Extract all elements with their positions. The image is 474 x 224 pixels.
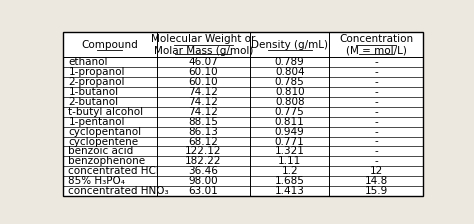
Text: 14.8: 14.8 xyxy=(365,176,388,186)
Text: cyclopentanol: cyclopentanol xyxy=(68,127,142,137)
Text: 0.811: 0.811 xyxy=(275,117,305,127)
Text: 98.00: 98.00 xyxy=(189,176,218,186)
Text: 74.12: 74.12 xyxy=(188,107,218,117)
Text: 63.01: 63.01 xyxy=(189,186,218,196)
Text: -: - xyxy=(374,127,378,137)
Text: 74.12: 74.12 xyxy=(188,87,218,97)
Text: 0.804: 0.804 xyxy=(275,67,304,77)
Text: 0.810: 0.810 xyxy=(275,87,304,97)
Text: 0.771: 0.771 xyxy=(275,136,305,146)
Text: 2-butanol: 2-butanol xyxy=(68,97,118,107)
Text: 1-butanol: 1-butanol xyxy=(68,87,118,97)
Text: 85% H₃PO₄: 85% H₃PO₄ xyxy=(68,176,126,186)
Text: 1.321: 1.321 xyxy=(275,146,305,156)
Text: 60.10: 60.10 xyxy=(189,77,218,87)
Text: 1.2: 1.2 xyxy=(282,166,298,176)
Text: 2-propanol: 2-propanol xyxy=(68,77,125,87)
Text: 0.785: 0.785 xyxy=(275,77,305,87)
Text: 46.07: 46.07 xyxy=(189,57,218,67)
Text: concentrated HCl: concentrated HCl xyxy=(68,166,159,176)
Text: t-butyl alcohol: t-butyl alcohol xyxy=(68,107,144,117)
Text: -: - xyxy=(374,77,378,87)
Text: cyclopentene: cyclopentene xyxy=(68,136,138,146)
Text: ethanol: ethanol xyxy=(68,57,108,67)
Text: benzoic acid: benzoic acid xyxy=(68,146,134,156)
Text: -: - xyxy=(374,156,378,166)
Text: Concentration
(M = mol/L): Concentration (M = mol/L) xyxy=(339,34,413,56)
Text: 74.12: 74.12 xyxy=(188,97,218,107)
Text: 0.949: 0.949 xyxy=(275,127,305,137)
Text: concentrated HNO₃: concentrated HNO₃ xyxy=(68,186,169,196)
Text: 60.10: 60.10 xyxy=(189,67,218,77)
Text: 0.808: 0.808 xyxy=(275,97,304,107)
Text: benzophenone: benzophenone xyxy=(68,156,146,166)
Text: 182.22: 182.22 xyxy=(185,156,221,166)
Text: -: - xyxy=(374,87,378,97)
Text: -: - xyxy=(374,146,378,156)
Text: 15.9: 15.9 xyxy=(365,186,388,196)
Text: Density (g/mL): Density (g/mL) xyxy=(251,40,328,50)
Text: 1.685: 1.685 xyxy=(275,176,305,186)
Text: -: - xyxy=(374,107,378,117)
Text: -: - xyxy=(374,97,378,107)
Text: 0.775: 0.775 xyxy=(275,107,305,117)
Text: 88.15: 88.15 xyxy=(188,117,218,127)
Text: 0.789: 0.789 xyxy=(275,57,305,67)
Text: -: - xyxy=(374,67,378,77)
Text: 1-propanol: 1-propanol xyxy=(68,67,125,77)
Text: Compound: Compound xyxy=(82,40,138,50)
Text: 122.12: 122.12 xyxy=(185,146,221,156)
Text: -: - xyxy=(374,117,378,127)
Text: 12: 12 xyxy=(370,166,383,176)
Text: 1.413: 1.413 xyxy=(275,186,305,196)
Text: -: - xyxy=(374,57,378,67)
Text: 1.11: 1.11 xyxy=(278,156,301,166)
Text: 68.12: 68.12 xyxy=(188,136,218,146)
Text: 1-pentanol: 1-pentanol xyxy=(68,117,125,127)
Text: Molecular Weight or
Molar Mass (g/mol): Molecular Weight or Molar Mass (g/mol) xyxy=(151,34,255,56)
Text: -: - xyxy=(374,136,378,146)
Text: 86.13: 86.13 xyxy=(188,127,218,137)
Text: 36.46: 36.46 xyxy=(188,166,218,176)
